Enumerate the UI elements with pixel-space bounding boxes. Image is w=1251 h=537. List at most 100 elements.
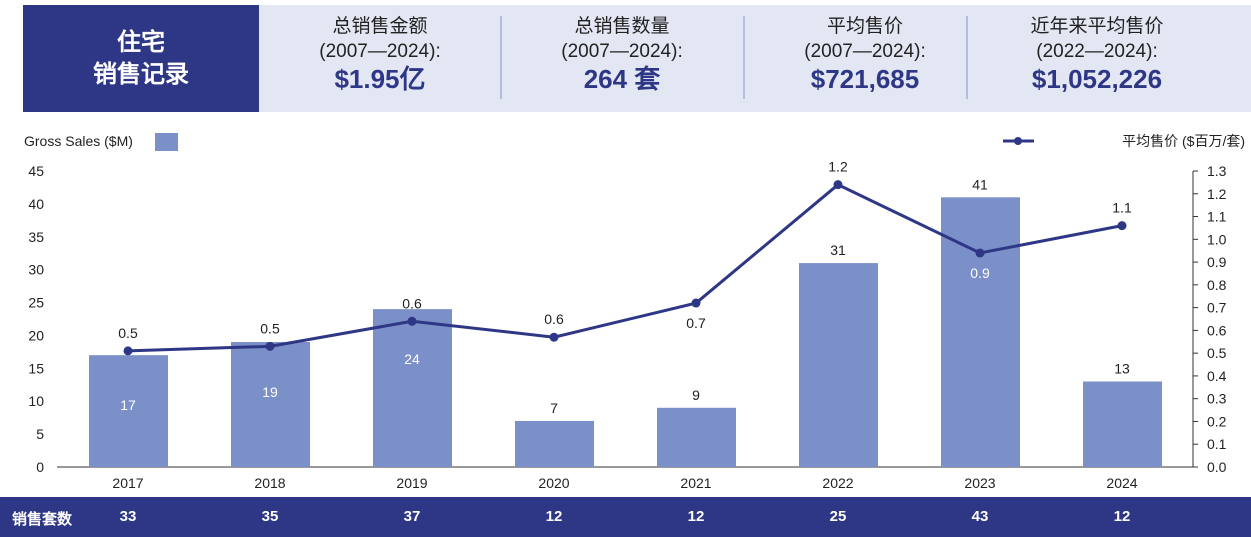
left-tick-label: 20	[28, 327, 44, 343]
right-tick-label: 0.6	[1207, 322, 1227, 338]
avg-price-point	[1117, 221, 1127, 231]
page-title: 住宅 销售记录	[23, 5, 259, 112]
line-label: 0.9	[970, 265, 990, 281]
stat-divider	[743, 16, 745, 99]
line-label: 0.6	[402, 295, 422, 311]
stat-value: $1,052,226	[1031, 64, 1163, 94]
bar-2024	[1083, 381, 1162, 467]
bar-label: 19	[262, 384, 278, 400]
right-tick-label: 0.1	[1207, 436, 1227, 452]
line-label: 0.7	[686, 315, 706, 331]
right-tick-label: 0.9	[1207, 254, 1227, 270]
legend-bar-label: Gross Sales ($M)	[24, 133, 133, 149]
line-label: 0.5	[118, 325, 138, 341]
stat-period: (2007—2024):	[804, 41, 926, 62]
bar-label: 17	[120, 397, 136, 413]
stat-label: 平均售价	[826, 16, 903, 37]
stat-value: 264 套	[583, 64, 661, 94]
stat-label: 总销售金额	[332, 16, 428, 37]
stat-period: (2007—2024):	[561, 41, 683, 62]
units-value: 37	[403, 508, 421, 525]
avg-price-point	[123, 346, 133, 356]
right-tick-label: 0.8	[1207, 277, 1227, 293]
bar-label: 24	[404, 351, 420, 367]
stat-label: 近年来平均售价	[1030, 16, 1164, 37]
bar-2017	[89, 355, 168, 467]
right-tick-label: 0.4	[1207, 368, 1227, 384]
avg-price-line	[127, 182, 1123, 353]
stat-divider	[500, 16, 502, 99]
left-tick-label: 30	[28, 262, 44, 278]
stat-2: 平均售价 (2007—2024): $721,685	[745, 14, 985, 94]
units-value: 43	[971, 508, 989, 525]
right-tick-label: 0.5	[1207, 345, 1227, 361]
title-line-2: 销售记录	[93, 60, 189, 88]
avg-price-point	[833, 180, 843, 190]
avg-price-point	[691, 298, 701, 308]
left-tick-label: 35	[28, 229, 44, 245]
bar-2022	[799, 263, 878, 467]
stat-period: (2007—2024):	[319, 41, 441, 62]
bar-label: 9	[692, 387, 700, 403]
line-label: 0.5	[260, 320, 280, 336]
combo-chart: 0 5 10 15 20 25 30 35 40 45 0.0 0.1 0.2 0.3 0.4 0.5 0.6 0…	[24, 133, 1245, 491]
line-label: 1.1	[1112, 200, 1132, 216]
line-label: 0.6	[544, 311, 564, 327]
right-tick-label: 1.1	[1207, 209, 1227, 225]
line-label: 1.2	[828, 159, 848, 175]
left-tick-label: 15	[28, 360, 44, 376]
bar-2023	[941, 197, 1020, 468]
units-value: 35	[261, 508, 279, 525]
stat-0: 总销售金额 (2007—2024): $1.95亿	[260, 14, 500, 94]
bar-label: 41	[972, 176, 988, 192]
x-tick-label: 2020	[538, 475, 569, 491]
units-value: 12	[1113, 508, 1131, 525]
stat-divider	[966, 16, 968, 99]
x-tick-label: 2017	[112, 475, 143, 491]
x-tick-label: 2021	[680, 475, 711, 491]
stat-period: (2022—2024):	[1036, 41, 1158, 62]
right-tick-label: 1.3	[1207, 163, 1227, 179]
legend-bar-swatch	[155, 133, 178, 151]
stat-label: 总销售数量	[574, 16, 670, 37]
right-tick-label: 0.3	[1207, 391, 1227, 407]
avg-price-point	[265, 341, 275, 351]
bar-label: 31	[830, 242, 846, 258]
right-tick-label: 0.2	[1207, 413, 1227, 429]
right-tick-label: 1.2	[1207, 186, 1227, 202]
right-tick-label: 0.7	[1207, 300, 1227, 316]
title-line-1: 住宅	[117, 28, 165, 56]
x-tick-label: 2019	[396, 475, 427, 491]
bar-2021	[657, 407, 736, 467]
bar-2019	[373, 309, 452, 467]
units-value: 12	[545, 508, 563, 525]
left-tick-label: 40	[28, 196, 44, 212]
x-tick-label: 2018	[254, 475, 285, 491]
bar-label: 7	[550, 400, 558, 416]
avg-price-point	[975, 248, 985, 258]
left-tick-label: 0	[36, 459, 44, 475]
left-tick-label: 5	[36, 426, 44, 442]
units-value: 12	[687, 508, 705, 525]
bar-2018	[231, 342, 310, 467]
x-tick-label: 2022	[822, 475, 853, 491]
left-tick-label: 10	[28, 393, 44, 409]
legend-line-label: 平均售价 ($百万/套)	[1122, 133, 1245, 149]
stat-value: $1.95亿	[334, 64, 426, 94]
bar-2020	[515, 420, 594, 467]
units-row-label: 销售套数	[12, 511, 73, 528]
avg-price-point	[549, 332, 559, 342]
bar-label: 13	[1114, 360, 1130, 376]
units-value: 25	[829, 508, 847, 525]
x-tick-label: 2023	[964, 475, 995, 491]
legend-line-marker	[1014, 137, 1022, 145]
right-tick-label: 1.0	[1207, 231, 1227, 247]
left-tick-label: 25	[28, 295, 44, 311]
stat-value: $721,685	[810, 64, 920, 94]
x-tick-label: 2024	[1106, 475, 1137, 491]
right-tick-label: 0.0	[1207, 459, 1227, 475]
units-value: 33	[119, 508, 137, 525]
units-sold-row: 销售套数 33 35 37 12 12 25 43 12	[0, 497, 1251, 537]
avg-price-point	[407, 316, 417, 326]
stat-1: 总销售数量 (2007—2024): 264 套	[502, 14, 742, 94]
